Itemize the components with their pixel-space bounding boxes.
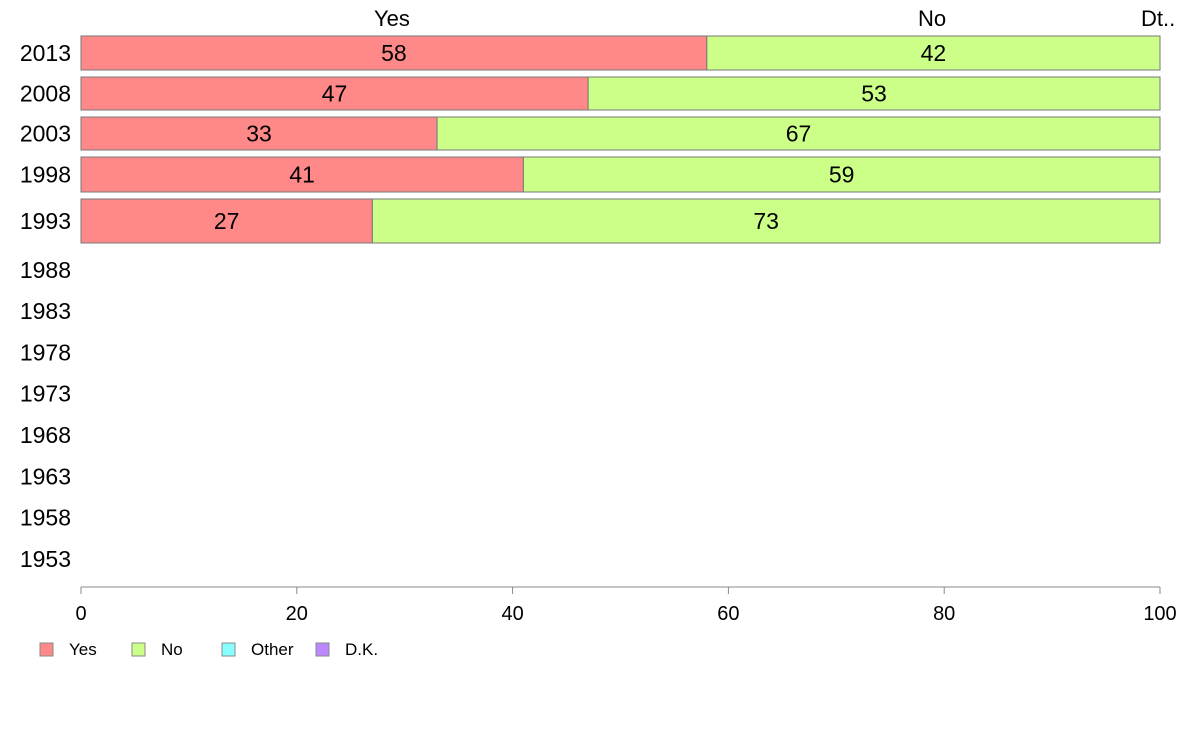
bar-2003-yes (80, 116, 438, 151)
category-label-1973: 1973 (20, 381, 71, 407)
bar-value-label-1993-no: 73 (753, 208, 779, 234)
legend-label-yes: Yes (69, 640, 97, 659)
category-label-1993: 1993 (20, 208, 71, 234)
legend-swatch-other (221, 642, 236, 657)
top-label-2: Dt.. (1141, 6, 1175, 31)
x-tick-label-20: 20 (286, 603, 308, 625)
x-tick-label-60: 60 (717, 603, 739, 625)
top-label-0: Yes (374, 6, 410, 31)
legend-label-no: No (161, 640, 183, 659)
category-label-1953: 1953 (20, 546, 71, 572)
top-label-1: No (918, 6, 946, 31)
bar-value-label-1998-yes: 41 (289, 162, 315, 188)
bars: 58 42 47 53 33 67 41 59 27 73 (80, 35, 1161, 244)
bar-2008-yes (80, 76, 589, 111)
bar-2013-yes (80, 35, 708, 71)
legend: Yes No Other D.K. (39, 640, 378, 659)
bar-1998-no (522, 156, 1161, 193)
bar-value-label-2008-no: 53 (861, 81, 887, 107)
category-label-1983: 1983 (20, 298, 71, 324)
category-label-2008: 2008 (20, 81, 71, 107)
bar-value-label-2008-yes: 47 (322, 81, 348, 107)
category-label-2013: 2013 (20, 40, 71, 66)
bar-value-label-2013-yes: 58 (381, 40, 407, 66)
category-label-1978: 1978 (20, 340, 71, 366)
x-axis: 0 20 40 60 80 100 (75, 586, 1177, 625)
legend-label-dk: D.K. (345, 640, 378, 659)
bar-value-label-2013-no: 42 (921, 40, 947, 66)
category-label-1998: 1998 (20, 162, 71, 188)
bar-2003-no (436, 116, 1161, 151)
x-tick-label-100: 100 (1143, 603, 1176, 625)
legend-swatch-yes (39, 642, 54, 657)
top-labels: Yes No Dt.. (374, 6, 1175, 31)
category-label-1958: 1958 (20, 505, 71, 531)
legend-label-other: Other (251, 640, 294, 659)
legend-swatch-dk (315, 642, 330, 657)
bar-value-label-2003-yes: 33 (246, 121, 272, 147)
category-label-1963: 1963 (20, 464, 71, 490)
bar-1993-no (371, 198, 1161, 244)
category-label-1968: 1968 (20, 422, 71, 448)
x-tick-label-80: 80 (933, 603, 955, 625)
bar-1993-yes (80, 198, 373, 244)
bar-2013-no (706, 35, 1161, 71)
bar-value-label-1993-yes: 27 (214, 208, 240, 234)
x-tick-label-0: 0 (75, 603, 86, 625)
category-label-1988: 1988 (20, 257, 71, 283)
bar-2008-no (587, 76, 1161, 111)
x-tick-label-40: 40 (501, 603, 523, 625)
category-labels: 2013 2008 2003 1998 1993 1988 1983 1978 1973 1968… (20, 40, 71, 572)
bar-1998-yes (80, 156, 524, 193)
bar-value-label-2003-no: 67 (786, 121, 812, 147)
bar-value-label-1998-no: 59 (829, 162, 855, 188)
category-label-2003: 2003 (20, 121, 71, 147)
legend-swatch-no (131, 642, 146, 657)
